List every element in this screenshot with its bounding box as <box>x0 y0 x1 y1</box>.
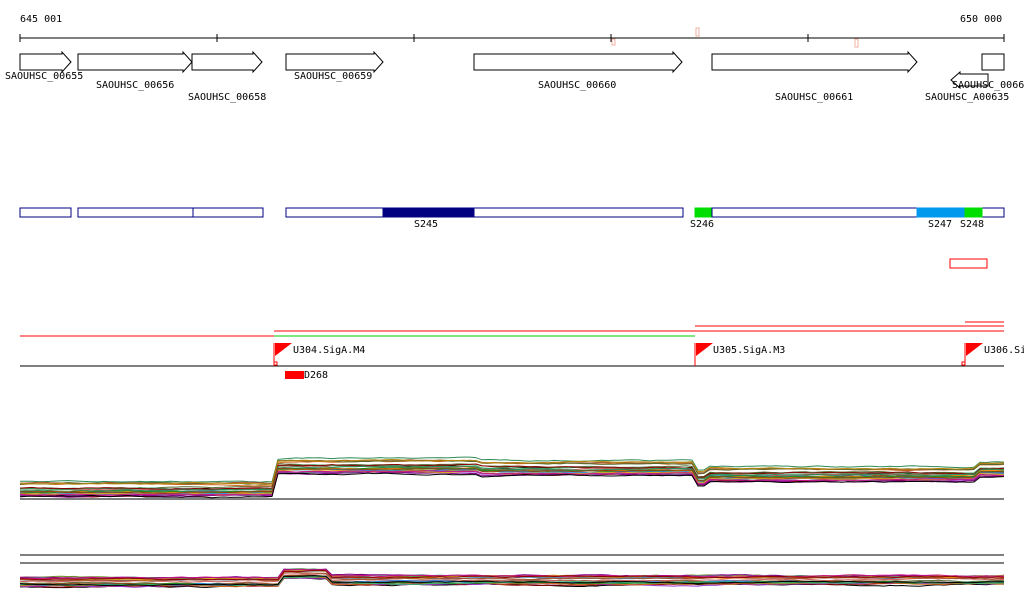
segment-s247[interactable] <box>916 207 966 218</box>
promoter-label: U305.SigA.M3 <box>713 345 786 356</box>
gene-label[interactable]: SAOUHSC_00656 <box>96 80 175 91</box>
segment-label: S245 <box>414 219 439 230</box>
segment-box <box>711 207 1005 218</box>
promoter-label: U304.SigA.M4 <box>293 345 366 356</box>
gene-arrow-g3[interactable] <box>191 50 263 74</box>
ruler-marker <box>695 27 700 37</box>
ruler-marker <box>611 38 616 46</box>
promoter-label: U306.Si <box>984 345 1024 356</box>
gene-label[interactable]: SAOUHSC_00661 <box>775 92 854 103</box>
terminator-label: D268 <box>304 370 329 381</box>
gene-arrow-g8[interactable] <box>950 70 989 90</box>
gene-arrow-g7[interactable] <box>981 53 1005 71</box>
expression-profile-line <box>19 472 1005 499</box>
ruler-marker <box>854 38 859 48</box>
expression-track-2 <box>19 568 1005 589</box>
promoter-flag[interactable] <box>961 343 983 366</box>
expression-profile-line <box>19 569 1005 581</box>
segment-s248[interactable] <box>964 207 983 218</box>
gene-arrow-g5[interactable] <box>473 50 683 74</box>
segment-s245[interactable] <box>382 207 475 218</box>
ruler-start-label: 645 001 <box>20 14 63 25</box>
segment-box <box>19 207 72 218</box>
expression-profile-line <box>19 575 1005 587</box>
gene-label[interactable]: SAOUHSC_00660 <box>538 80 617 91</box>
expression-profile-line <box>19 456 1005 483</box>
segment-s246[interactable] <box>694 207 713 218</box>
expression-profile-line <box>20 568 1005 579</box>
expression-profile-line <box>19 465 1005 492</box>
segment-box <box>192 207 264 218</box>
expression-profile-line <box>19 467 1005 494</box>
expression-profile-line <box>19 463 1005 490</box>
gene-label[interactable]: SAOUHSC_00659 <box>294 71 373 82</box>
segment-label: S248 <box>960 219 985 230</box>
feature-box-red[interactable] <box>949 258 988 269</box>
expression-profile-line <box>19 458 1005 485</box>
segment-label: S246 <box>690 219 715 230</box>
expression-track-1 <box>19 456 1005 499</box>
segment-label: S247 <box>928 219 953 230</box>
expression-profile-line <box>19 573 1005 583</box>
gene-arrow-g4[interactable] <box>285 50 384 74</box>
gene-label[interactable]: SAOUHSC_A00635 <box>925 92 1010 103</box>
segment-box <box>77 207 194 218</box>
promoter-flag[interactable] <box>694 343 713 366</box>
expression-profile-line <box>19 470 1005 496</box>
terminator-d268[interactable] <box>285 371 304 379</box>
promoter-flag[interactable] <box>273 343 292 366</box>
segment-box <box>285 207 684 218</box>
gene-label[interactable]: SAOUHSC_00658 <box>188 92 267 103</box>
gene-label[interactable]: SAOUHSC_00662 <box>952 80 1024 91</box>
gene-arrow-g2[interactable] <box>77 50 193 74</box>
ruler-end-label: 650 000 <box>960 14 1003 25</box>
gene-arrow-g1[interactable] <box>19 50 72 74</box>
gene-label[interactable]: SAOUHSC_00655 <box>5 71 84 82</box>
gene-arrow-g6[interactable] <box>711 50 918 74</box>
